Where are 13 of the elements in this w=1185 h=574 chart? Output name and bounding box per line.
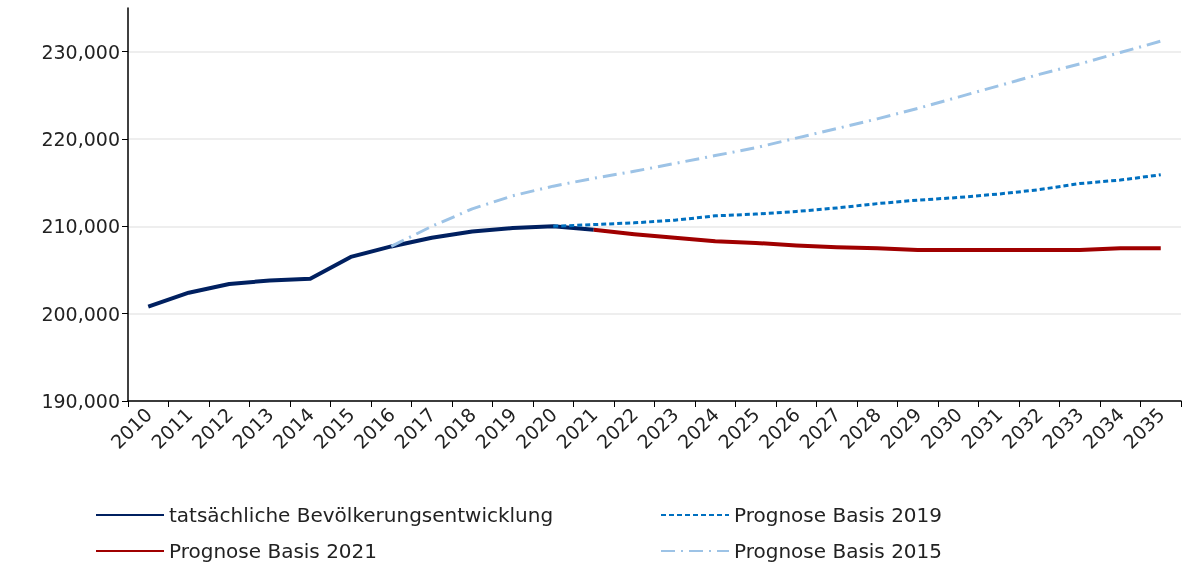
y-tick-label: 230,000	[41, 40, 120, 63]
line-series	[389, 39, 1163, 248]
y-tick-label: 200,000	[41, 302, 120, 325]
y-tick-label: 210,000	[41, 215, 120, 238]
line-series	[591, 227, 1163, 252]
line-series	[551, 173, 1163, 228]
y-tick-label: 190,000	[41, 390, 120, 412]
legend-label: tatsächliche Bevölkerungsentwicklung	[169, 503, 554, 527]
y-tick-label: 220,000	[41, 128, 120, 150]
line-series	[146, 224, 596, 309]
legend-label: Prognose Basis 2021	[169, 539, 378, 563]
legend-label: Prognose Basis 2019	[734, 503, 943, 527]
legend-label: Prognose Basis 2015	[734, 539, 943, 563]
